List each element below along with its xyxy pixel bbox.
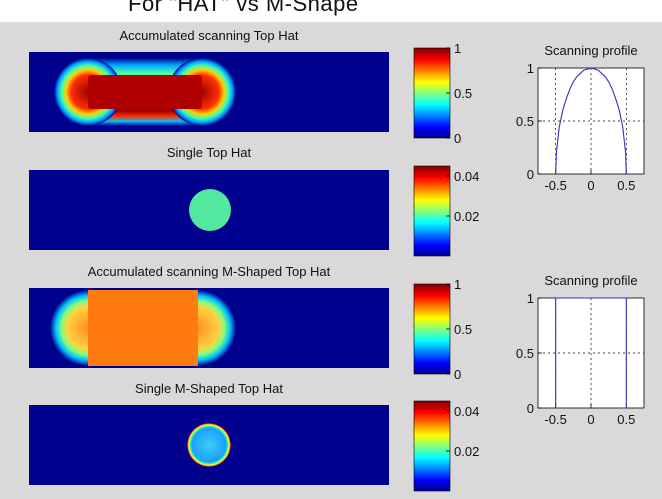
profile-series-line [555, 297, 627, 408]
colorbar-single_mshape: 0.02 0.04 [413, 400, 479, 492]
x-tick-label: 0.5 [617, 412, 635, 427]
heatmap-panel-acc_tophat: Accumulated scanning Top Hat [29, 28, 389, 132]
colorbar-tick-label: 0.04 [454, 404, 479, 419]
colorbar-strip [413, 165, 451, 257]
colorbar-tick-label: 0.5 [454, 86, 472, 101]
heat-core [88, 75, 202, 109]
panel-title: Single M-Shaped Top Hat [135, 381, 283, 396]
colorbar-tick-label: 0.02 [454, 444, 479, 459]
y-tick-label: 0.5 [516, 114, 534, 129]
heat-disk [189, 189, 231, 231]
profile-title: Scanning profile [544, 273, 637, 288]
x-tick-label: 0 [587, 412, 594, 427]
header-title: For "HAT" vs M-Shape [128, 0, 359, 16]
x-tick-label: 0 [587, 178, 594, 193]
colorbar-tick-label: 0 [454, 131, 461, 146]
panel-title: Accumulated scanning M-Shaped Top Hat [88, 264, 331, 279]
profile-plot-profile_mshape: Scanning profile -0.5 0 0.5 0 0.5 1 [516, 273, 645, 427]
colorbar-tick-label: 0.02 [454, 209, 479, 224]
colorbar-acc_mshape: 00.51 [413, 277, 472, 382]
colorbar-strip [413, 400, 451, 492]
x-tick-label: -0.5 [544, 178, 566, 193]
colorbar-single_tophat: 0.02 0.04 [413, 165, 479, 257]
y-tick-label: 0.5 [516, 346, 534, 361]
x-tick-label: 0.5 [617, 178, 635, 193]
heat-ring [187, 423, 231, 467]
y-tick-label: 1 [527, 291, 534, 306]
colorbar-tick-label: 0.5 [454, 322, 472, 337]
colorbar-tick-label: 1 [454, 277, 461, 292]
header-strip: For "HAT" vs M-Shape [0, 0, 662, 22]
profile-title: Scanning profile [544, 43, 637, 58]
panel-title: Single Top Hat [167, 145, 252, 160]
y-tick-label: 1 [527, 61, 534, 76]
x-tick-label: -0.5 [544, 412, 566, 427]
colorbar-strip [413, 47, 451, 139]
profile-series-line [555, 67, 627, 175]
colorbar-acc_tophat: 00.51 [413, 41, 472, 146]
heat-band [88, 290, 198, 366]
colorbar-tick-label: 0 [454, 367, 461, 382]
colorbar-strip [413, 283, 451, 375]
profile-plot-profile_tophat: Scanning profile -0.5 0 0.5 0 0.5 1 [516, 43, 645, 193]
y-tick-label: 0 [527, 167, 534, 182]
heatmap-panel-single_tophat: Single Top Hat [29, 145, 389, 250]
y-tick-label: 0 [527, 401, 534, 416]
heatmap-panel-single_mshape: Single M-Shaped Top Hat [29, 381, 389, 485]
heatmap-panel-acc_mshape: Accumulated scanning M-Shaped Top Hat [29, 264, 389, 368]
panel-title: Accumulated scanning Top Hat [120, 28, 299, 43]
colorbar-tick-label: 1 [454, 41, 461, 56]
colorbar-tick-label: 0.04 [454, 169, 479, 184]
